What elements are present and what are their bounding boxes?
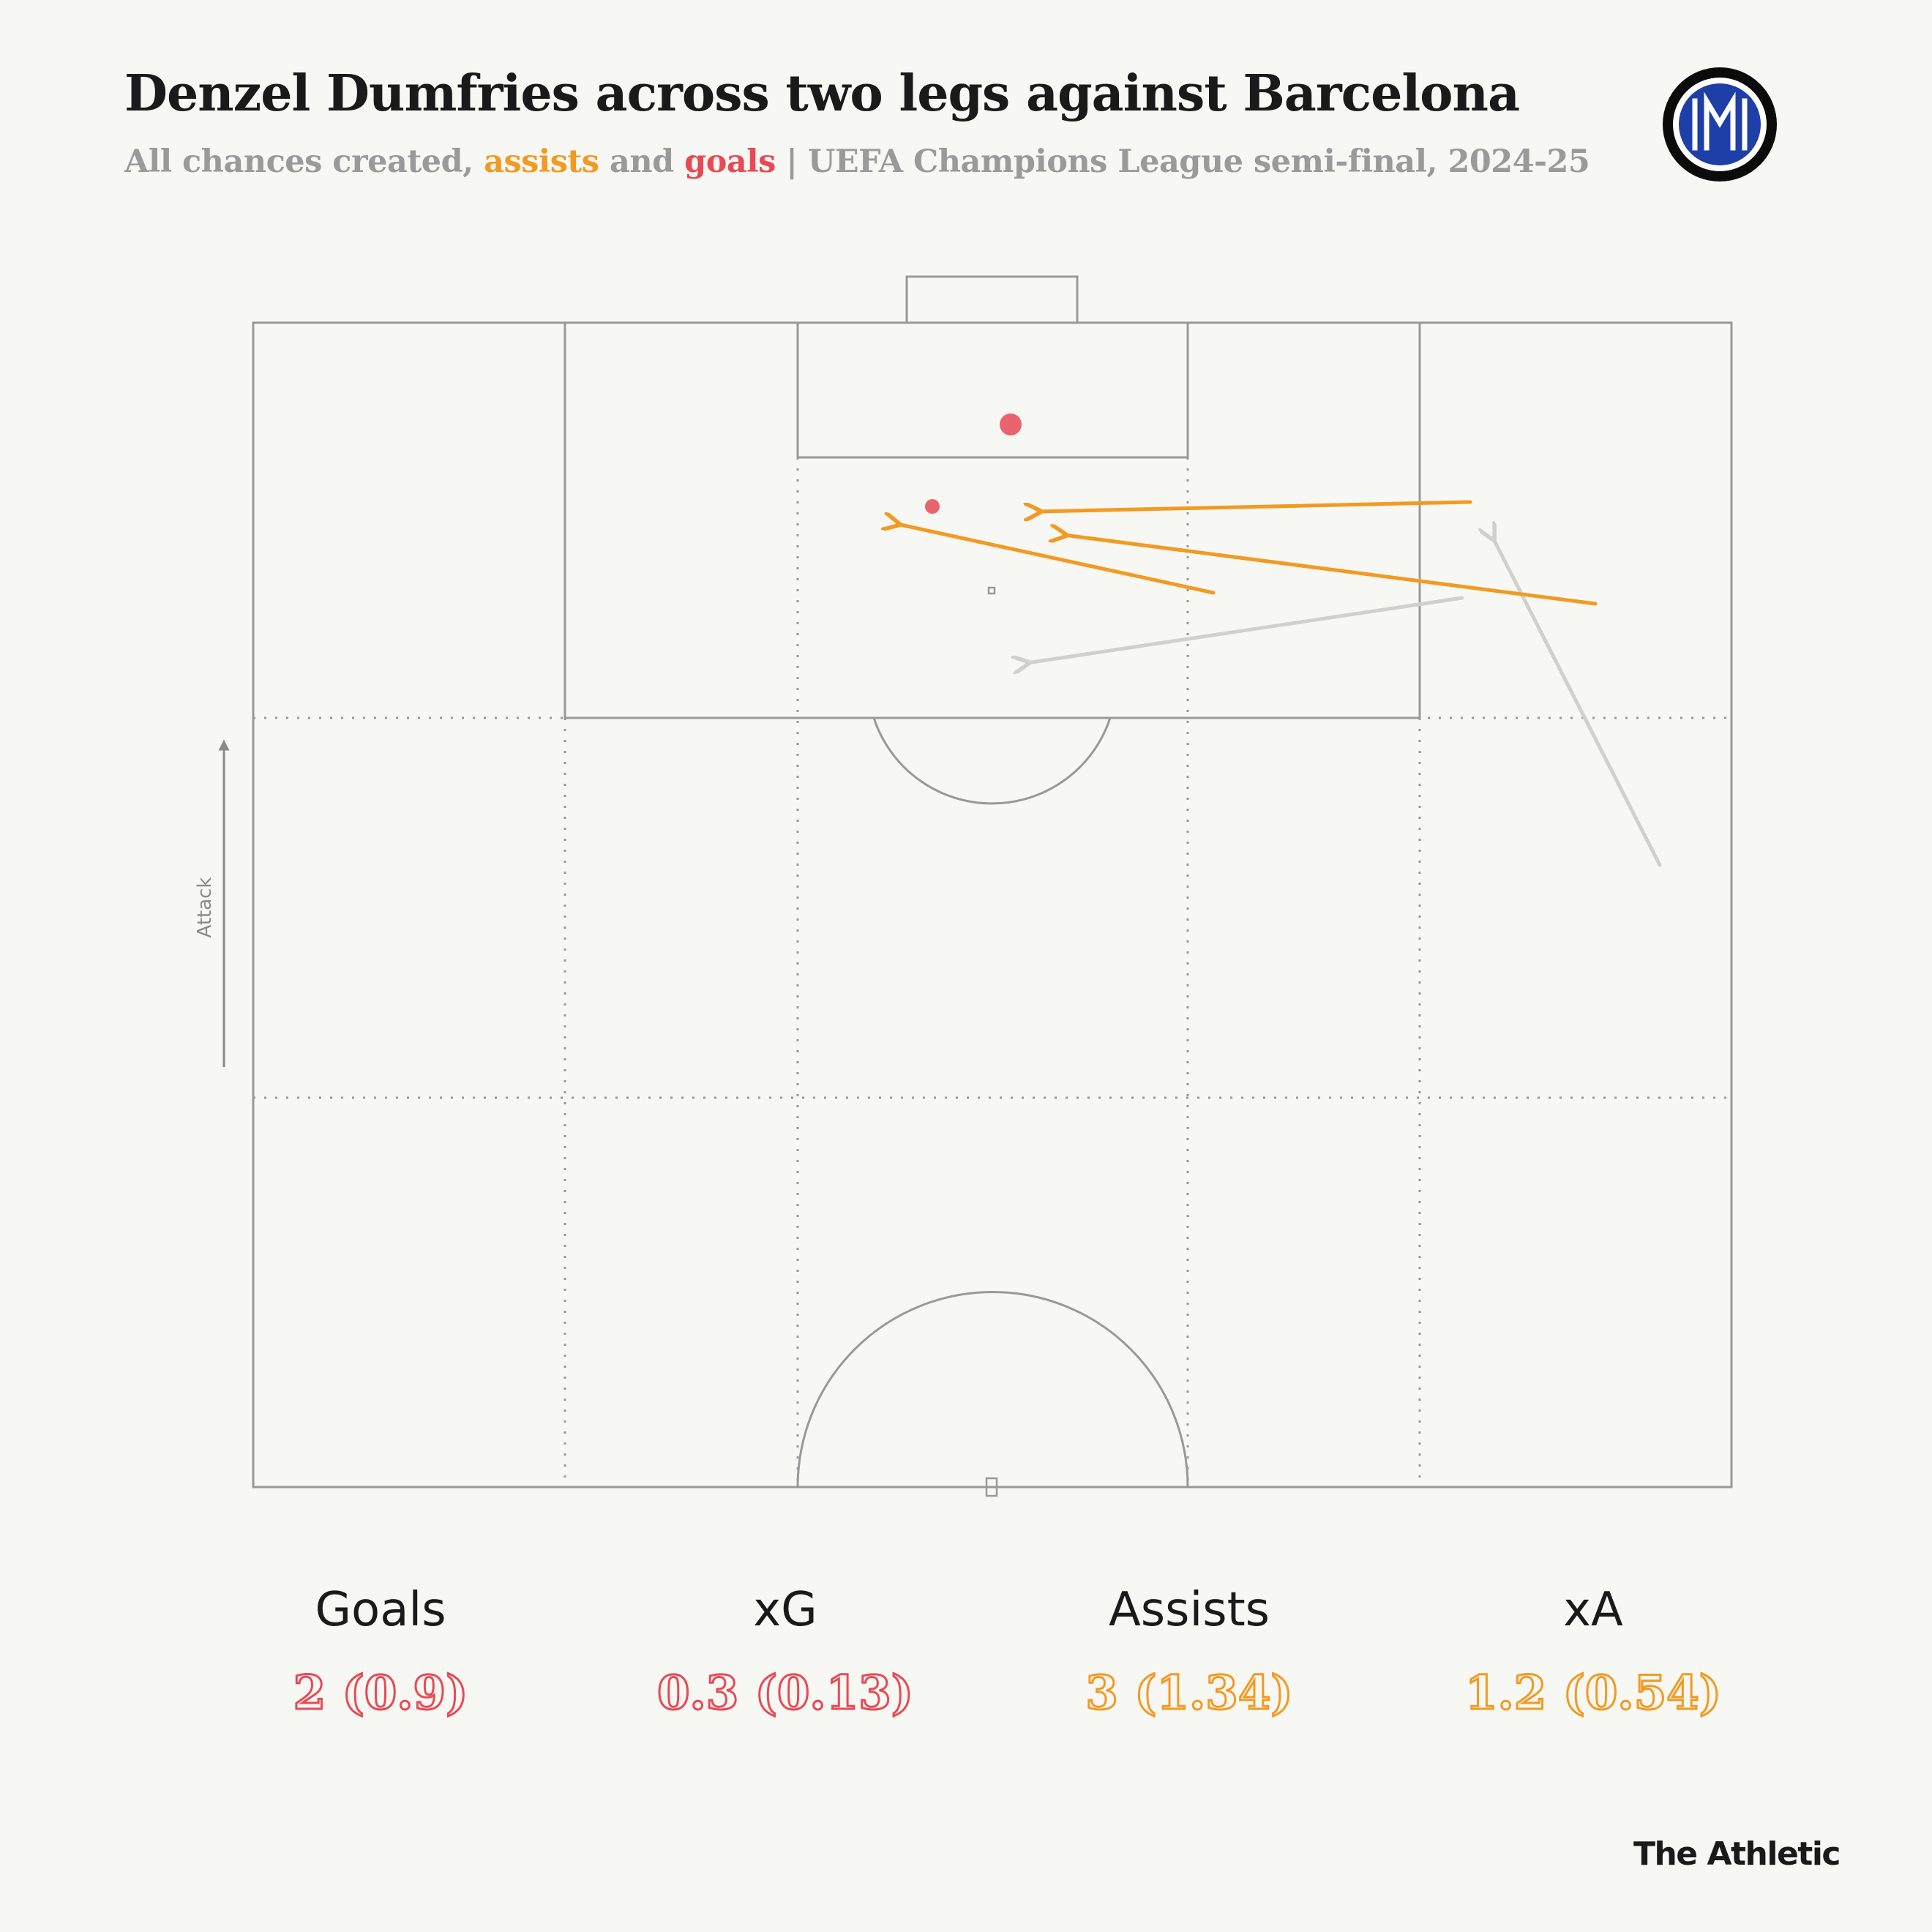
stat-label: Assists xyxy=(1108,1583,1270,1637)
stat-label: Goals xyxy=(315,1583,446,1637)
stat-value: 3 (1.34) xyxy=(1085,1665,1294,1722)
stat-xg: xG 0.3 (0.13) xyxy=(624,1581,946,1723)
stat-label: xA xyxy=(1563,1583,1623,1637)
assist-arrow xyxy=(1038,500,1472,512)
goal-marker xyxy=(925,499,940,514)
attack-label: Attack xyxy=(194,877,216,938)
stat-value: 1.2 (0.54) xyxy=(1464,1665,1722,1722)
subtitle-goals: goals xyxy=(684,143,776,180)
goals xyxy=(925,413,1022,514)
stat-value: 0.3 (0.13) xyxy=(656,1665,914,1722)
chart-subtitle: All chances created, assists and goals |… xyxy=(124,143,1590,180)
goal-marker xyxy=(1000,413,1022,435)
chance-arrow xyxy=(1027,596,1464,663)
inter-milan-crest-icon xyxy=(1663,67,1777,181)
publisher-credit: The Athletic xyxy=(1633,1835,1841,1873)
pitch-markings xyxy=(252,275,1733,1497)
stat-goals: Goals 2 (0.9) xyxy=(220,1581,542,1723)
stat-value: 2 (0.9) xyxy=(292,1665,469,1722)
chances-created xyxy=(1027,538,1662,867)
stat-label: xG xyxy=(753,1583,817,1637)
subtitle-prefix: All chances created, xyxy=(124,143,484,180)
assist-arrow xyxy=(897,524,1216,595)
chance-arrow xyxy=(1493,538,1662,867)
subtitle-suffix: | UEFA Champions League semi-final, 2024… xyxy=(775,143,1590,180)
subtitle-and: and xyxy=(599,143,685,180)
stat-xa: xA 1.2 (0.54) xyxy=(1432,1581,1754,1723)
stat-assists: Assists 3 (1.34) xyxy=(1028,1581,1350,1723)
chart-title: Denzel Dumfries across two legs against … xyxy=(124,64,1520,123)
grid-lines xyxy=(253,457,1731,1487)
assist-arrow xyxy=(1064,535,1598,606)
assists xyxy=(897,500,1598,606)
subtitle-assists: assists xyxy=(484,143,599,180)
